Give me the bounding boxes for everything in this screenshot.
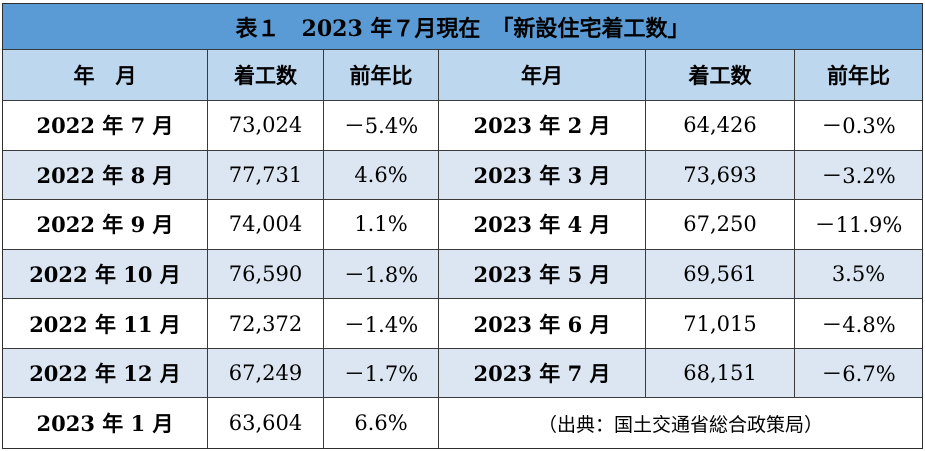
right-row-starts: 69,561: [646, 249, 795, 300]
left-row-month: 2023 年 1 月: [3, 398, 208, 448]
right-row-starts: 67,250: [646, 200, 795, 250]
left-row-starts: 77,731: [208, 150, 324, 201]
right-row-yoy: －0.3%: [795, 101, 922, 151]
header-left-month: 年 月: [3, 50, 208, 101]
source-note: （出典：国土交通省総合政策局）: [537, 413, 823, 436]
header-left-starts: 着工数: [208, 50, 324, 101]
left-row-yoy: －5.4%: [324, 101, 439, 151]
left-row-starts: 74,004: [208, 200, 324, 250]
left-row-month: 2022 年 8 月: [3, 150, 208, 201]
right-row-month: 2023 年 6 月: [439, 299, 646, 349]
right-row-month: 2023 年 2 月: [439, 101, 646, 151]
right-row-starts: 71,015: [646, 299, 795, 349]
right-row-starts: 64,426: [646, 101, 795, 151]
right-row-month: 2023 年 3 月: [439, 150, 646, 201]
right-row-starts: 73,693: [646, 150, 795, 201]
left-row-month: 2022 年 11 月: [3, 299, 208, 349]
left-row-month: 2022 年 9 月: [3, 200, 208, 250]
left-row-starts: 67,249: [208, 348, 324, 399]
left-row-yoy: 1.1%: [324, 200, 439, 250]
header-right-starts: 着工数: [646, 50, 795, 101]
left-row-month: 2022 年 10 月: [3, 249, 208, 300]
left-row-starts: 72,372: [208, 299, 324, 349]
left-row-yoy: －1.8%: [324, 249, 439, 300]
right-row-month: 2023 年 7 月: [439, 348, 646, 399]
right-row-yoy: －3.2%: [795, 150, 922, 201]
left-row-month: 2022 年 12 月: [3, 348, 208, 399]
right-row-month: 2023 年 5 月: [439, 249, 646, 300]
left-row-yoy: －1.4%: [324, 299, 439, 349]
left-row-starts: 73,024: [208, 101, 324, 151]
left-row-starts: 63,604: [208, 398, 324, 448]
right-row-starts: 68,151: [646, 348, 795, 399]
left-row-yoy: 4.6%: [324, 150, 439, 201]
left-row-month: 2022 年 7 月: [3, 101, 208, 151]
housing-starts-table: 表１ 2023 年７月現在 「新設住宅着工数」 年 月 着工数 前年比 年月 着…: [2, 3, 923, 449]
header-left-yoy: 前年比: [324, 50, 439, 101]
header-right-yoy: 前年比: [795, 50, 922, 101]
left-row-yoy: 6.6%: [324, 398, 439, 448]
right-row-yoy: －6.7%: [795, 348, 922, 399]
right-row-yoy: －4.8%: [795, 299, 922, 349]
left-row-yoy: －1.7%: [324, 348, 439, 399]
right-row-yoy: 3.5%: [795, 249, 922, 300]
header-right-month: 年月: [439, 50, 646, 101]
table-title: 表１ 2023 年７月現在 「新設住宅着工数」: [3, 4, 922, 50]
right-row-yoy: －11.9%: [795, 200, 922, 250]
left-row-starts: 76,590: [208, 249, 324, 300]
right-row-month: 2023 年 4 月: [439, 200, 646, 250]
